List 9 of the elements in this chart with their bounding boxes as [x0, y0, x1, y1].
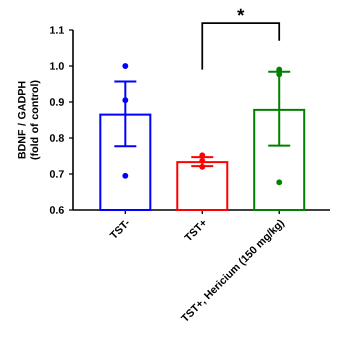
y-tick-label: 0.7	[50, 170, 64, 178]
text: *	[237, 8, 244, 16]
y-tick-label: 0.9	[50, 98, 64, 106]
y-axis-title: BDNF / GADPH (fold of control)	[18, 80, 40, 160]
y-tick-label: 1.0	[50, 62, 64, 70]
y-tick-label: 1.1	[50, 26, 64, 34]
x-tick-label: TST-	[109, 220, 129, 238]
y-tick-label: 0.6	[50, 206, 64, 214]
y-tick-label: 0.8	[50, 134, 64, 142]
